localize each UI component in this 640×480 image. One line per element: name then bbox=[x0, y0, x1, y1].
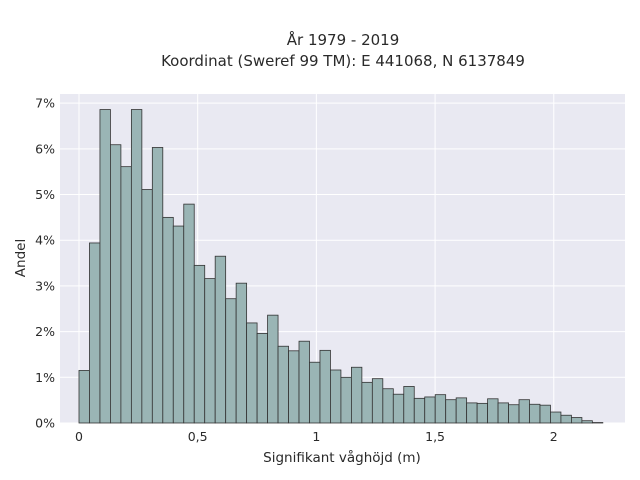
y-tick-label-7: 7% bbox=[35, 96, 55, 111]
chart-subtitle: Koordinat (Sweref 99 TM): E 441068, N 61… bbox=[161, 52, 525, 70]
chart-title: År 1979 - 2019 bbox=[287, 30, 400, 49]
histogram-bar-2 bbox=[99, 109, 111, 424]
histogram-bar-3 bbox=[110, 144, 122, 424]
histogram-bar-4 bbox=[120, 166, 132, 424]
histogram-bar-1 bbox=[89, 242, 101, 424]
histogram-bar-10 bbox=[183, 203, 195, 424]
histogram-bar-21 bbox=[298, 340, 310, 424]
histogram-bar-8 bbox=[162, 216, 174, 424]
histogram-bar-15 bbox=[235, 282, 248, 424]
histogram-bar-22 bbox=[309, 361, 321, 424]
histogram-bar-23 bbox=[319, 349, 331, 424]
histogram-bar-24 bbox=[330, 369, 342, 424]
histogram-bar-44 bbox=[539, 404, 551, 424]
histogram-bar-30 bbox=[392, 393, 405, 424]
y-tick-label-5: 5% bbox=[35, 187, 55, 202]
histogram-bar-41 bbox=[508, 404, 520, 424]
histogram-bar-36 bbox=[455, 397, 468, 424]
histogram-bar-33 bbox=[424, 396, 436, 424]
x-axis-ticks: 0 0,5 1 1,5 2 bbox=[75, 429, 558, 444]
histogram-bar-17 bbox=[256, 333, 268, 424]
histogram-bar-34 bbox=[434, 394, 447, 424]
y-tick-label-3: 3% bbox=[35, 278, 55, 293]
x-tick-label-0: 0 bbox=[75, 429, 83, 444]
histogram-bar-32 bbox=[413, 397, 426, 424]
histogram-bar-31 bbox=[403, 386, 415, 424]
x-tick-label-2: 1 bbox=[312, 429, 320, 444]
histogram-bar-37 bbox=[466, 402, 478, 424]
histogram-bar-16 bbox=[246, 322, 258, 424]
x-tick-label-3: 1,5 bbox=[425, 429, 445, 444]
histogram-bar-7 bbox=[151, 147, 164, 424]
y-axis-ticks: 0% 1% 2% 3% 4% 5% 6% 7% bbox=[35, 96, 55, 431]
histogram-bar-45 bbox=[550, 411, 562, 424]
histogram-bar-47 bbox=[571, 417, 583, 424]
histogram-bar-40 bbox=[497, 402, 509, 424]
histogram-bar-25 bbox=[340, 376, 352, 424]
histogram-bar-39 bbox=[487, 398, 499, 424]
histogram-bar-14 bbox=[225, 298, 237, 424]
histogram-bar-48 bbox=[581, 420, 593, 424]
histogram-bar-6 bbox=[141, 189, 153, 424]
histogram-bar-42 bbox=[518, 399, 530, 424]
histogram-bar-18 bbox=[267, 314, 279, 424]
histogram-bars bbox=[78, 109, 604, 424]
y-tick-label-4: 4% bbox=[35, 233, 55, 248]
histogram-bar-20 bbox=[288, 350, 300, 424]
histogram-bar-19 bbox=[277, 345, 289, 424]
histogram-bar-38 bbox=[476, 402, 489, 424]
histogram-bar-13 bbox=[214, 255, 227, 424]
y-tick-label-6: 6% bbox=[35, 141, 55, 156]
histogram-bar-46 bbox=[560, 414, 572, 424]
histogram-bar-35 bbox=[445, 399, 457, 424]
y-axis-label: Andel bbox=[13, 239, 29, 277]
histogram-bar-5 bbox=[130, 109, 143, 424]
histogram-bar-26 bbox=[351, 366, 363, 424]
histogram-bar-27 bbox=[361, 381, 373, 424]
histogram-bar-9 bbox=[172, 225, 185, 424]
histogram-bar-29 bbox=[382, 388, 394, 424]
y-tick-label-2: 2% bbox=[35, 324, 55, 339]
histogram-bar-28 bbox=[371, 378, 384, 424]
histogram-bar-11 bbox=[193, 264, 206, 424]
x-axis-label: Signifikant våghöjd (m) bbox=[263, 449, 421, 466]
y-tick-label-0: 0% bbox=[35, 416, 55, 431]
x-tick-label-4: 2 bbox=[550, 429, 558, 444]
x-tick-label-1: 0,5 bbox=[188, 429, 208, 444]
histogram-bar-12 bbox=[204, 278, 216, 424]
histogram-bar-43 bbox=[529, 403, 541, 424]
y-tick-label-1: 1% bbox=[35, 370, 55, 385]
histogram-bar-0 bbox=[78, 370, 90, 424]
